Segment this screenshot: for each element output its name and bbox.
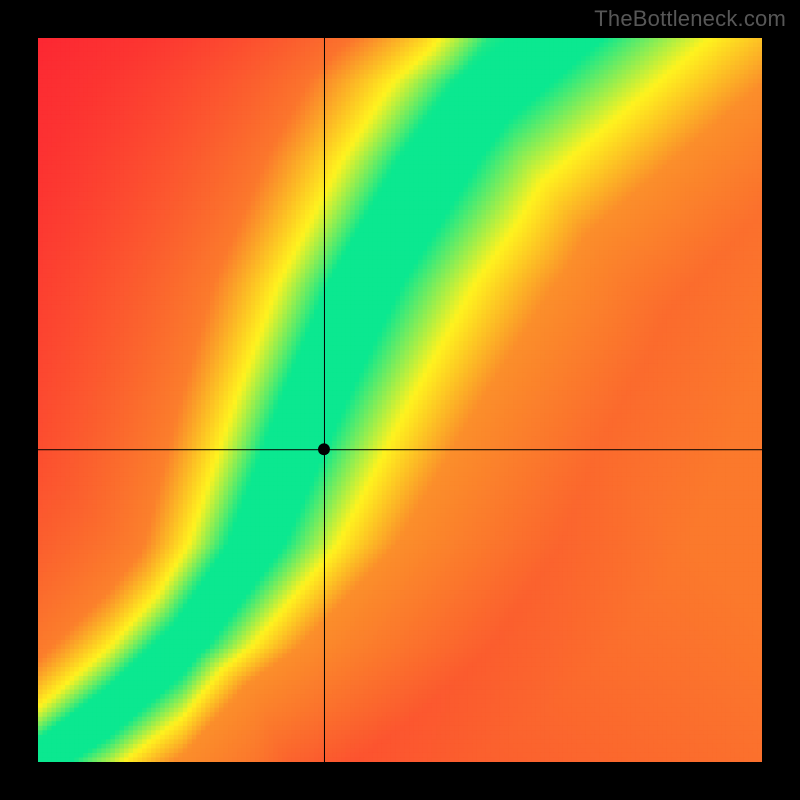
heatmap-canvas [38,38,762,762]
heatmap-plot [38,38,762,762]
watermark-text: TheBottleneck.com [594,6,786,32]
chart-container: TheBottleneck.com [0,0,800,800]
